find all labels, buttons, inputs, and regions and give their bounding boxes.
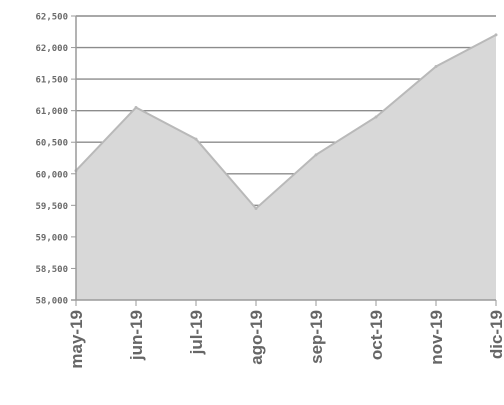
y-tick-label: 61,500 — [35, 76, 68, 86]
data-point — [134, 106, 138, 110]
x-tick-label: jun-19 — [127, 310, 146, 361]
y-tick-label: 58,000 — [35, 297, 68, 307]
y-tick-label: 61,000 — [35, 107, 68, 117]
y-tick-label: 60,500 — [35, 139, 68, 149]
x-tick-label: ago-19 — [247, 310, 266, 365]
y-axis-tick-labels: 58,000 58,500 59,000 59,500 60,000 60,500 61,0… — [35, 13, 68, 307]
x-tick-label: dic-19 — [487, 310, 504, 359]
data-point — [374, 115, 378, 119]
series-area — [74, 33, 498, 301]
y-tick-label: 62,000 — [35, 44, 68, 54]
y-tick-label: 58,500 — [35, 265, 68, 275]
y-tick-label: 59,500 — [35, 202, 68, 212]
x-tick-label: jul-19 — [187, 310, 206, 355]
y-tick-label: 62,500 — [35, 13, 68, 23]
x-axis-tick-labels: may-19 jun-19 jul-19 ago-19 sep-19 oct-19 nov-… — [67, 310, 504, 369]
axes — [71, 15, 497, 306]
data-point — [314, 153, 318, 157]
y-tick-label: 59,000 — [35, 233, 68, 243]
data-point — [254, 206, 258, 210]
x-tick-label: oct-19 — [367, 310, 386, 360]
x-tick-label: nov-19 — [427, 310, 446, 365]
area-fill — [76, 34, 496, 301]
data-point — [194, 137, 198, 141]
y-tick-label: 60,000 — [35, 170, 68, 180]
data-point — [494, 33, 498, 37]
area-line — [75, 34, 497, 210]
data-point — [434, 64, 438, 68]
x-tick-label: sep-19 — [307, 310, 326, 364]
x-tick-label: may-19 — [67, 310, 86, 369]
